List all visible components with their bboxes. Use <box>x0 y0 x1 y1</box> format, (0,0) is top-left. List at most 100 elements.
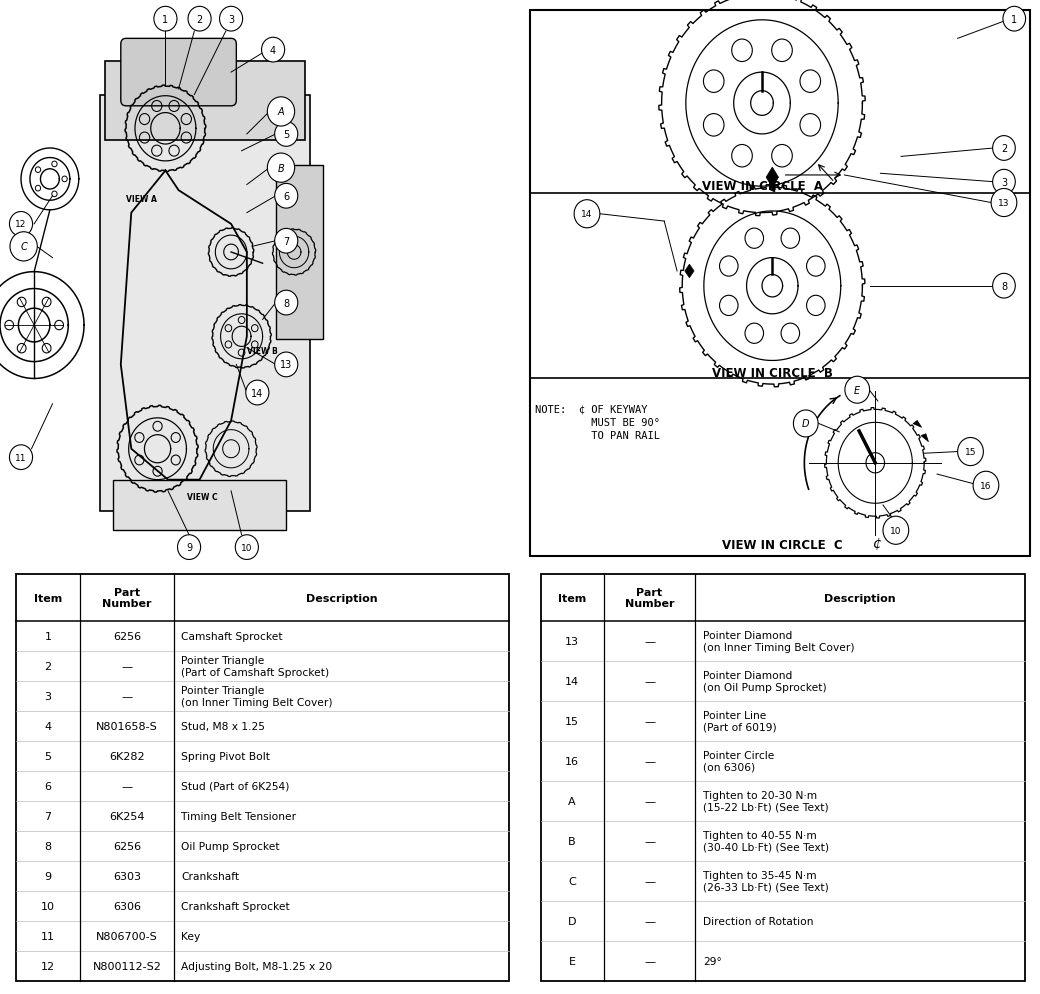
Circle shape <box>261 38 285 63</box>
Text: 13: 13 <box>998 199 1010 208</box>
Circle shape <box>992 274 1015 299</box>
Text: 1: 1 <box>162 15 168 25</box>
Text: Crankshaft Sprocket: Crankshaft Sprocket <box>181 902 290 911</box>
Text: N801658-S: N801658-S <box>96 722 158 732</box>
Circle shape <box>9 213 32 237</box>
Text: D: D <box>568 916 576 926</box>
Text: 7: 7 <box>283 237 289 247</box>
Text: Item: Item <box>558 593 587 603</box>
Text: —: — <box>644 876 655 886</box>
Circle shape <box>154 7 177 32</box>
Text: 6256: 6256 <box>112 631 140 641</box>
Circle shape <box>275 122 297 147</box>
Circle shape <box>973 472 998 500</box>
Circle shape <box>574 201 600 229</box>
Text: 10: 10 <box>890 526 902 535</box>
Circle shape <box>188 7 211 32</box>
Circle shape <box>10 233 37 261</box>
Text: 12: 12 <box>16 220 27 230</box>
Text: 14: 14 <box>581 210 593 219</box>
Text: 15: 15 <box>565 717 579 727</box>
Text: Pointer Diamond
(on Oil Pump Sprocket): Pointer Diamond (on Oil Pump Sprocket) <box>703 671 827 692</box>
Text: 6: 6 <box>45 781 51 791</box>
Text: A: A <box>568 796 576 806</box>
Text: Stud (Part of 6K254): Stud (Part of 6K254) <box>181 781 289 791</box>
Text: 14: 14 <box>252 388 263 399</box>
Text: —: — <box>644 756 655 766</box>
Text: 12: 12 <box>41 961 55 971</box>
Text: 10: 10 <box>241 543 253 552</box>
Text: Tighten to 35-45 N·m
(26-33 Lb·Ft) (See Text): Tighten to 35-45 N·m (26-33 Lb·Ft) (See … <box>703 871 829 892</box>
Circle shape <box>275 291 297 316</box>
Circle shape <box>1003 7 1025 32</box>
Text: 2: 2 <box>1000 144 1007 154</box>
Text: —: — <box>644 676 655 686</box>
Text: Direction of Rotation: Direction of Rotation <box>703 916 813 926</box>
Text: —: — <box>644 956 655 966</box>
Text: Spring Pivot Bolt: Spring Pivot Bolt <box>181 751 270 761</box>
Text: 8: 8 <box>45 841 51 851</box>
Text: N806700-S: N806700-S <box>96 931 158 941</box>
Circle shape <box>9 445 32 470</box>
Text: 4: 4 <box>270 46 277 56</box>
Text: Tighten to 40-55 N·m
(30-40 Lb·Ft) (See Text): Tighten to 40-55 N·m (30-40 Lb·Ft) (See … <box>703 831 829 852</box>
Text: 4: 4 <box>45 722 51 732</box>
Text: 6K282: 6K282 <box>109 751 145 761</box>
Text: 11: 11 <box>41 931 55 941</box>
Text: VIEW C: VIEW C <box>187 493 217 502</box>
Text: —: — <box>644 717 655 727</box>
Text: 16: 16 <box>980 481 992 490</box>
FancyBboxPatch shape <box>105 62 305 140</box>
Text: 14: 14 <box>565 676 579 686</box>
Text: 3: 3 <box>228 15 234 25</box>
Text: Pointer Triangle
(on Inner Timing Belt Cover): Pointer Triangle (on Inner Timing Belt C… <box>181 686 333 707</box>
Text: Item: Item <box>33 593 62 603</box>
Text: 3: 3 <box>1000 178 1007 188</box>
Text: VIEW IN CIRCLE  B: VIEW IN CIRCLE B <box>711 367 833 380</box>
Text: 8: 8 <box>283 298 289 308</box>
Text: Tighten to 20-30 N·m
(15-22 Lb·Ft) (See Text): Tighten to 20-30 N·m (15-22 Lb·Ft) (See … <box>703 790 829 812</box>
Circle shape <box>245 381 269 406</box>
Text: 1: 1 <box>45 631 51 641</box>
Text: Crankshaft: Crankshaft <box>181 871 239 881</box>
Text: 8: 8 <box>1000 281 1007 291</box>
Text: —: — <box>644 916 655 926</box>
FancyBboxPatch shape <box>276 166 323 340</box>
Circle shape <box>178 535 201 560</box>
Text: VIEW IN CIRCLE  C: VIEW IN CIRCLE C <box>723 539 842 552</box>
Text: Key: Key <box>181 931 201 941</box>
Text: —: — <box>644 796 655 806</box>
Circle shape <box>267 154 294 183</box>
Text: 2: 2 <box>197 15 203 25</box>
Text: VIEW IN CIRCLE  A: VIEW IN CIRCLE A <box>702 180 823 193</box>
Text: 10: 10 <box>41 902 55 911</box>
Text: 2: 2 <box>45 661 51 671</box>
Text: —: — <box>122 781 132 791</box>
Text: Oil Pump Sprocket: Oil Pump Sprocket <box>181 841 280 851</box>
Text: Part
Number: Part Number <box>625 587 674 608</box>
Text: 16: 16 <box>565 756 579 766</box>
Text: Adjusting Bolt, M8-1.25 x 20: Adjusting Bolt, M8-1.25 x 20 <box>181 961 333 971</box>
Circle shape <box>958 438 984 466</box>
Text: VIEW A: VIEW A <box>127 195 157 204</box>
Polygon shape <box>766 168 779 188</box>
Text: 6306: 6306 <box>112 902 140 911</box>
Text: 6: 6 <box>283 192 289 202</box>
Text: 7: 7 <box>45 811 51 821</box>
Text: 13: 13 <box>280 360 292 370</box>
Circle shape <box>235 535 258 560</box>
Text: C: C <box>568 876 576 886</box>
Text: VIEW B: VIEW B <box>248 347 278 356</box>
Text: Pointer Line
(Part of 6019): Pointer Line (Part of 6019) <box>703 711 777 732</box>
Circle shape <box>992 136 1015 161</box>
Text: E: E <box>569 956 575 966</box>
Polygon shape <box>684 265 694 278</box>
Circle shape <box>991 189 1017 218</box>
Text: 5: 5 <box>45 751 51 761</box>
Text: Part
Number: Part Number <box>102 587 152 608</box>
Text: Pointer Triangle
(Part of Camshaft Sprocket): Pointer Triangle (Part of Camshaft Sproc… <box>181 656 330 677</box>
Text: —: — <box>644 836 655 846</box>
Text: 9: 9 <box>186 543 192 553</box>
Text: 6256: 6256 <box>112 841 140 851</box>
Text: 1: 1 <box>1011 15 1017 25</box>
